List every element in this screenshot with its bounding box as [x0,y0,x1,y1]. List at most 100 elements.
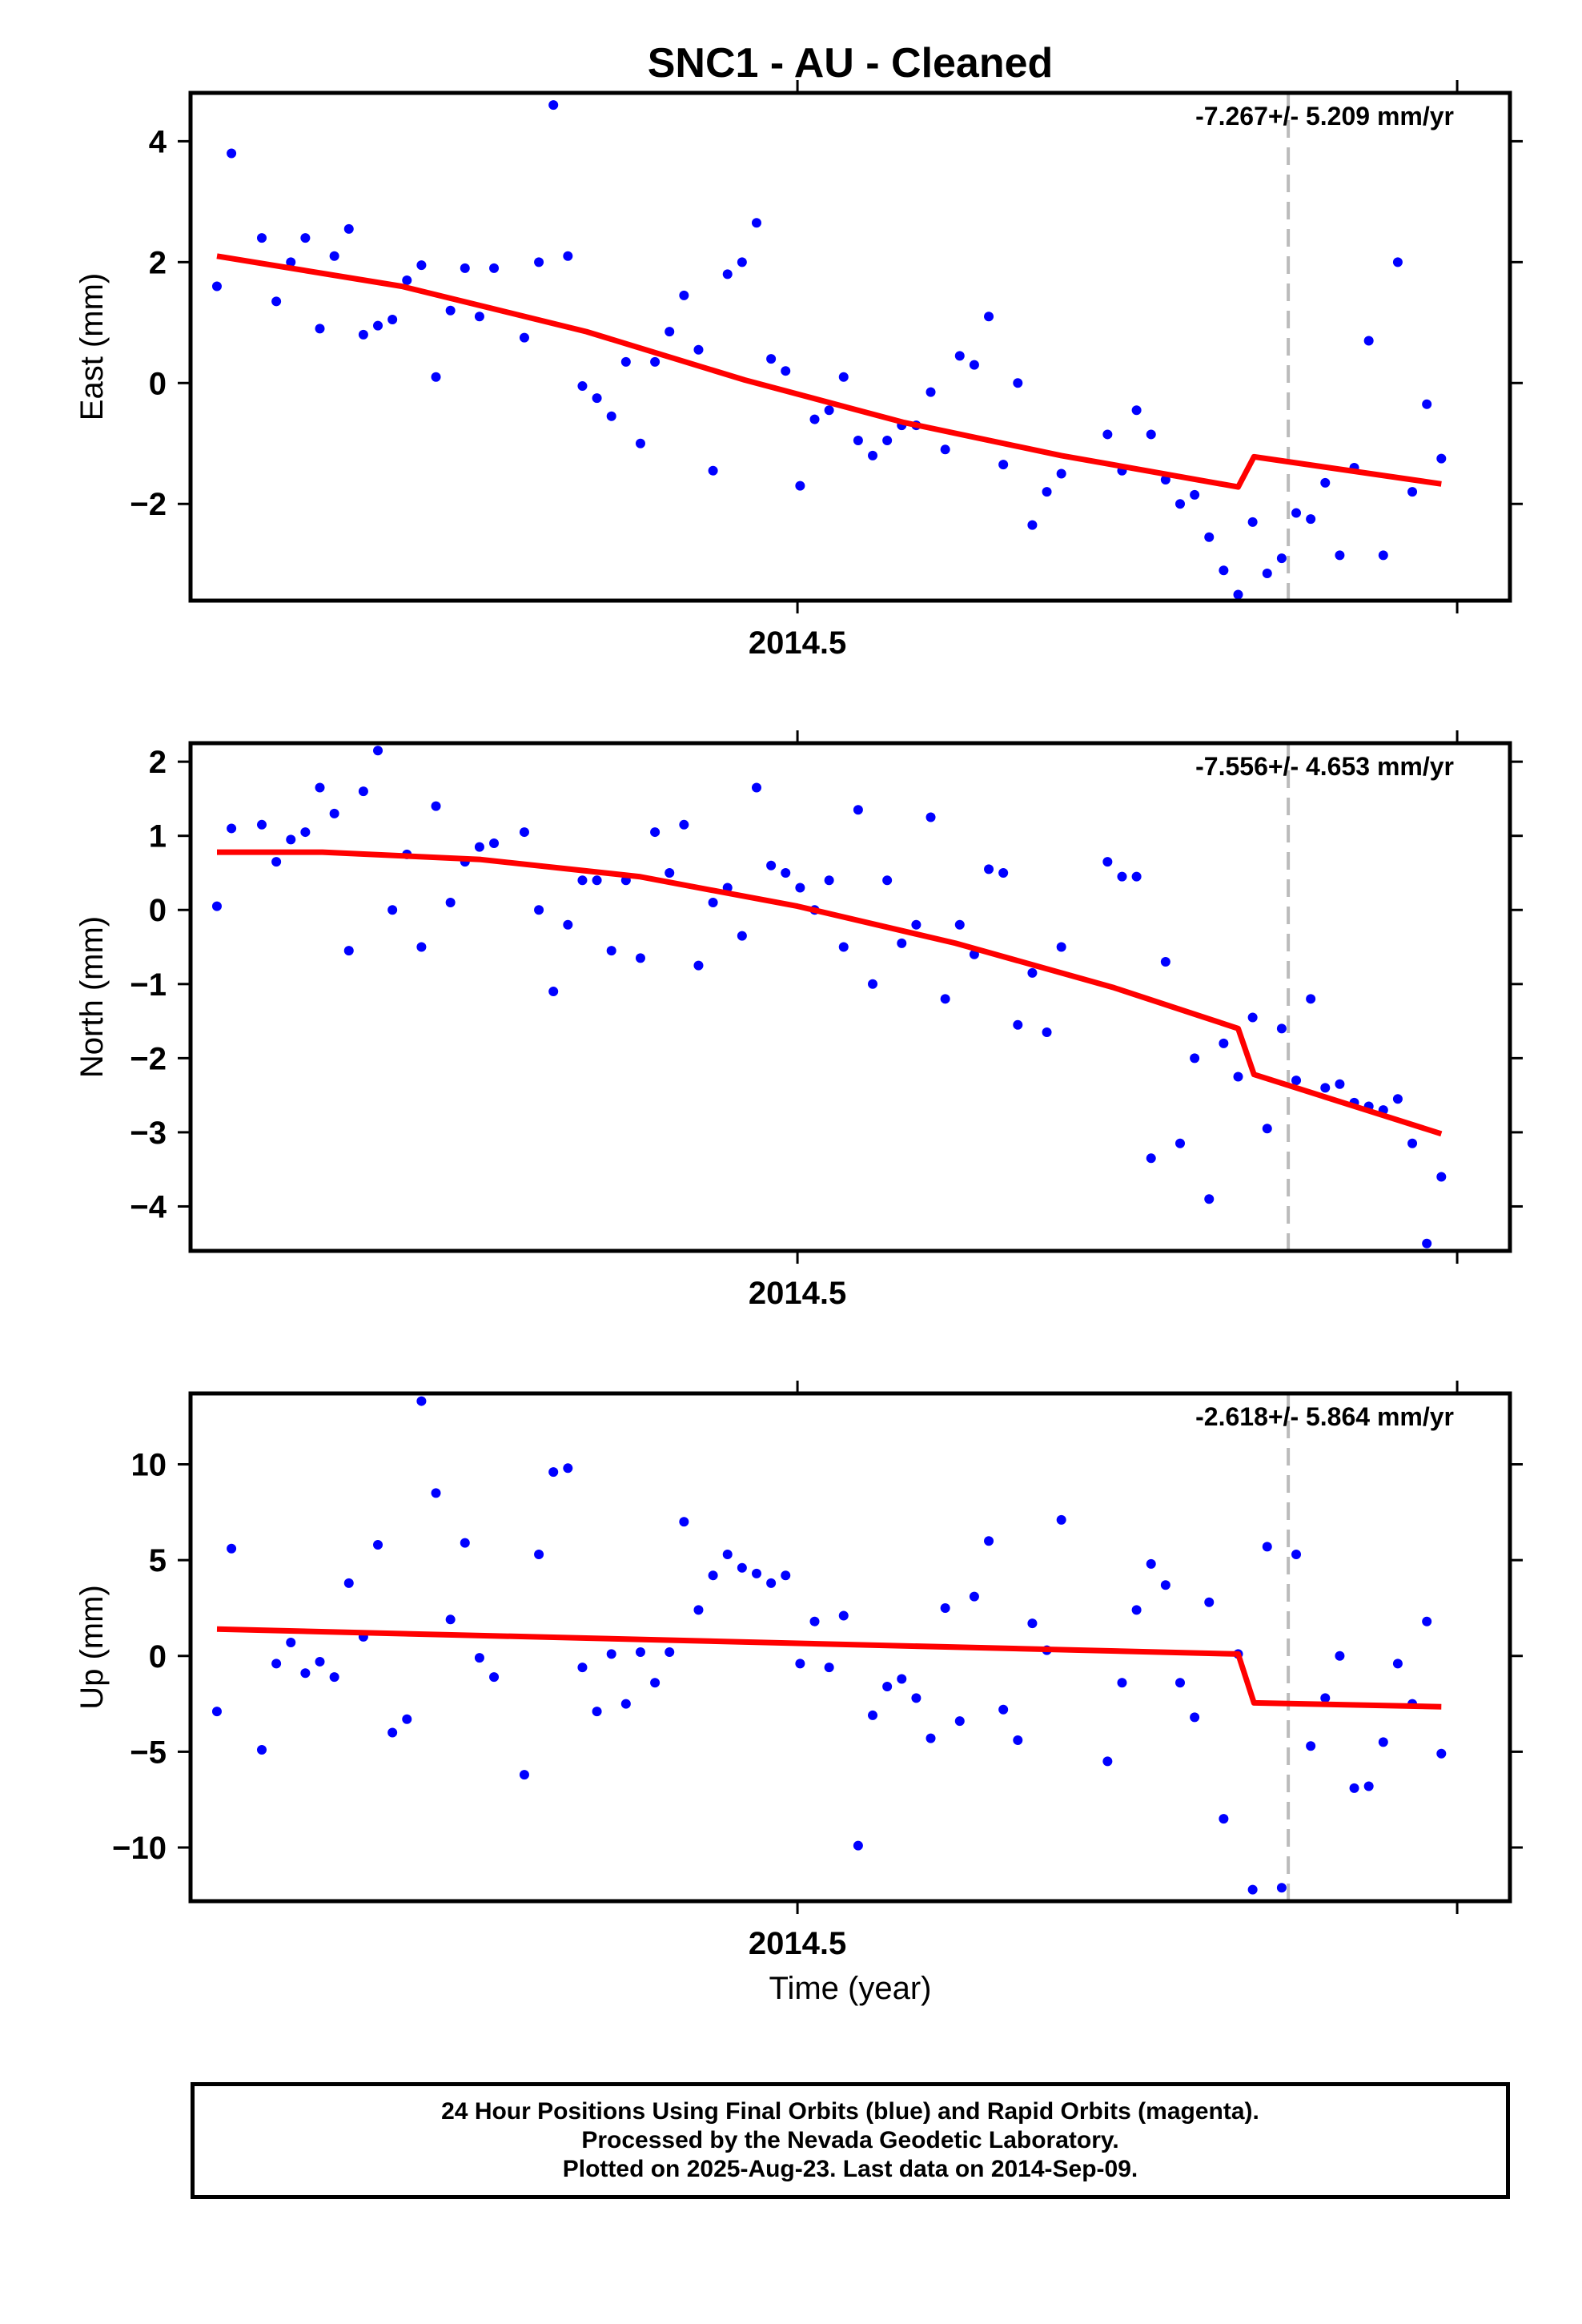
data-point [286,834,296,845]
data-point [635,953,645,963]
y-tick-label: 0 [149,1639,167,1675]
data-point [227,148,237,159]
data-point [548,100,559,111]
data-point [635,438,645,448]
data-point [1247,517,1258,527]
data-point [1276,1023,1287,1034]
data-point [620,1699,631,1709]
data-point [387,905,398,915]
data-point [1306,1741,1316,1751]
data-point [1042,1027,1052,1037]
east-panel: −2 0 2 4 2014.5 East (mm) -7.267+/- 5.209 mm/y… [74,80,1523,661]
data-point [1056,1514,1066,1525]
data-point [1378,1737,1388,1747]
data-point [489,263,500,273]
data-point [882,1682,893,1692]
data-point [1204,532,1215,542]
velocity-annotation: -2.618+/- 5.864 mm/yr [1195,1402,1454,1431]
data-point [211,281,222,292]
data-point [315,782,325,793]
data-point [1262,1542,1272,1552]
data-point [1392,257,1403,267]
data-point [563,251,573,261]
data-point [1131,1605,1142,1615]
data-point [984,312,994,322]
data-point [315,324,325,334]
y-tick-label: 10 [131,1448,167,1483]
data-point [897,1674,907,1684]
data-point [1117,1678,1127,1688]
data-point [460,1538,470,1548]
data-point [737,1562,747,1573]
data-point [1422,1616,1432,1626]
data-point [1056,942,1066,952]
data-point [534,905,544,915]
data-point [1392,1659,1403,1669]
y-tick-label: −10 [112,1831,167,1866]
data-point [940,1602,950,1613]
data-point [809,1616,820,1626]
data-point [211,1707,222,1717]
x-tick-label: 2014.5 [749,625,846,661]
y-tick-label: 4 [149,124,167,159]
data-point [868,450,878,460]
data-point [431,1488,441,1498]
plot-frame [188,90,1512,603]
data-point [1013,378,1023,388]
data-point [708,1570,718,1581]
data-point [387,315,398,325]
data-point [665,327,675,337]
y-axis-label: North (mm) [74,916,110,1078]
data-point [1027,1618,1038,1629]
north-panel: −4 −3 −2 −1 0 1 2 2014.5 North (mm) -7.556+/- 4.6… [74,730,1523,1311]
data-point [868,1710,878,1720]
data-point [751,218,761,228]
data-point [563,1463,573,1474]
data-point [1190,1053,1200,1063]
data-point [1131,405,1142,416]
data-point [1233,1072,1243,1082]
data-point [650,356,661,367]
data-point [592,1707,602,1717]
data-point [548,987,559,997]
data-point [519,827,529,838]
velocity-annotation: -7.556+/- 4.653 mm/yr [1195,752,1454,781]
data-point [474,312,484,322]
data-point [300,1668,311,1679]
data-point [271,857,282,867]
data-point [1422,399,1432,409]
data-point [737,931,747,941]
data-point [286,1638,296,1648]
data-point [795,883,805,893]
data-point [1407,1138,1418,1148]
data-point [650,827,661,838]
data-point [548,1467,559,1478]
data-point [954,1716,965,1727]
y-tick-label: 2 [149,245,167,280]
data-point [679,290,689,300]
data-point [693,344,704,355]
data-point [853,1840,863,1851]
data-point [1276,553,1287,564]
data-point [387,1727,398,1738]
data-point [1219,565,1229,576]
data-point [853,805,863,815]
data-point [998,867,1009,878]
data-point [1056,468,1066,479]
data-point [824,1663,834,1673]
y-axis-label: Up (mm) [74,1585,110,1710]
data-point [1160,957,1170,967]
data-point [358,786,368,797]
data-point [868,979,878,989]
data-point [1102,1756,1113,1767]
y-tick-label: 0 [149,366,167,401]
data-point [882,875,893,886]
data-point [271,296,282,307]
data-point [722,1549,733,1559]
y-tick-label: 5 [149,1543,167,1578]
data-point [650,1678,661,1688]
footer-line-2: Processed by the Nevada Geodetic Laborat… [581,2127,1119,2153]
data-point [227,1543,237,1554]
data-point [665,867,675,878]
y-tick-label: 0 [149,893,167,928]
